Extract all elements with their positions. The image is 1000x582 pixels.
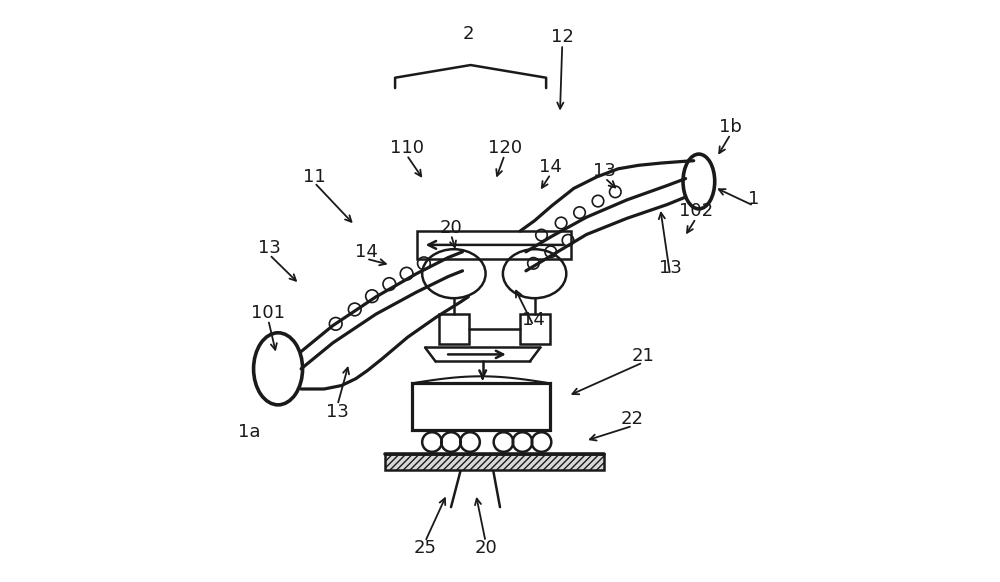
Text: 25: 25 xyxy=(414,538,437,556)
Text: 22: 22 xyxy=(621,410,644,428)
Text: 13: 13 xyxy=(326,403,349,421)
Bar xyxy=(520,314,550,344)
Text: 1a: 1a xyxy=(238,423,260,441)
Bar xyxy=(412,383,550,431)
Text: 120: 120 xyxy=(488,139,522,157)
Text: 20: 20 xyxy=(440,219,462,237)
Text: 12: 12 xyxy=(551,29,574,47)
Text: 14: 14 xyxy=(522,311,545,329)
Text: 13: 13 xyxy=(258,239,281,257)
Bar xyxy=(385,453,604,470)
Text: 13: 13 xyxy=(593,162,616,180)
Bar xyxy=(439,314,469,344)
Text: 1: 1 xyxy=(748,190,759,208)
Text: 102: 102 xyxy=(679,203,713,221)
Text: 20: 20 xyxy=(474,538,497,556)
Text: 110: 110 xyxy=(390,139,424,157)
Bar xyxy=(417,231,571,259)
Text: 13: 13 xyxy=(659,259,681,277)
Text: 11: 11 xyxy=(303,168,326,186)
Text: 1b: 1b xyxy=(719,118,742,136)
Text: 2: 2 xyxy=(463,26,474,44)
Text: 14: 14 xyxy=(539,158,562,176)
Text: 101: 101 xyxy=(251,304,285,322)
Text: 14: 14 xyxy=(355,243,378,261)
Text: 21: 21 xyxy=(632,346,654,364)
